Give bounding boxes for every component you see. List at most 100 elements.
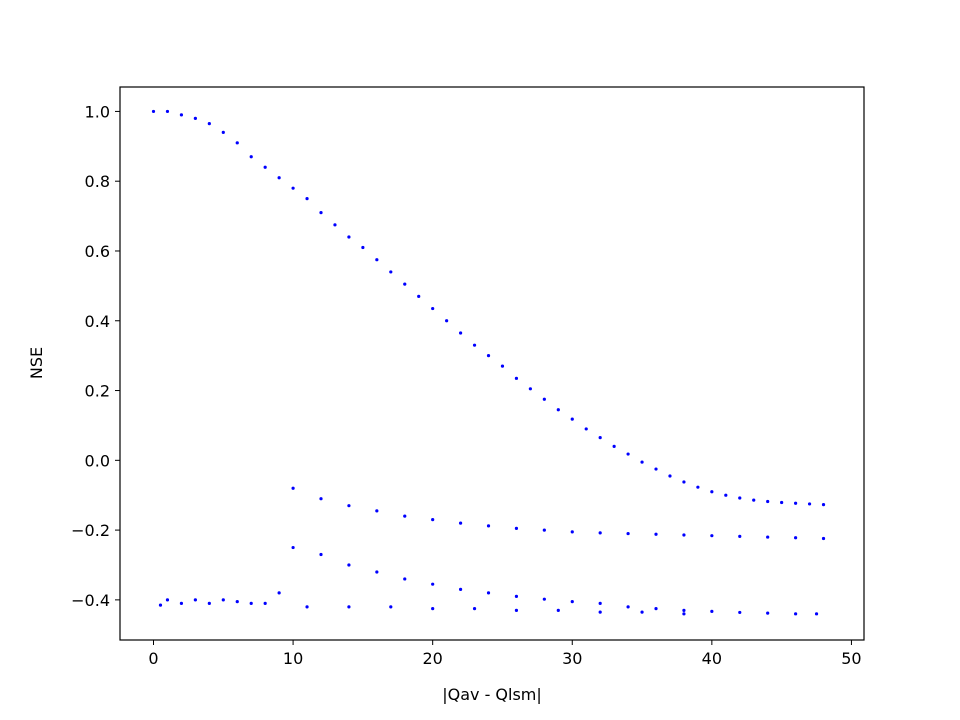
data-point <box>654 532 658 536</box>
data-point <box>403 577 407 581</box>
data-point <box>640 610 644 614</box>
data-points <box>151 109 826 616</box>
data-point <box>738 534 742 538</box>
data-point <box>431 582 435 586</box>
data-point <box>445 319 449 323</box>
x-tick-label: 50 <box>841 649 861 668</box>
y-tick-label: 1.0 <box>85 102 110 121</box>
data-point <box>738 496 742 500</box>
data-point <box>682 480 686 484</box>
data-point <box>472 343 477 347</box>
data-point <box>207 601 211 605</box>
data-point <box>682 612 686 616</box>
data-point <box>598 601 602 605</box>
data-point <box>291 486 295 490</box>
data-point <box>291 545 295 550</box>
y-tick-label: −0.2 <box>71 521 110 540</box>
data-point <box>319 211 323 215</box>
data-point <box>668 474 672 478</box>
data-point <box>458 587 463 592</box>
data-point <box>431 518 435 522</box>
data-point <box>179 113 184 117</box>
data-point <box>794 612 798 616</box>
data-point <box>598 531 602 535</box>
data-point <box>221 598 225 602</box>
data-point <box>458 331 463 335</box>
data-point <box>361 245 365 250</box>
data-point <box>158 603 163 607</box>
data-point <box>403 514 407 518</box>
data-point <box>263 165 267 169</box>
data-point <box>277 591 281 595</box>
data-point <box>305 605 309 609</box>
data-point <box>542 597 546 601</box>
data-point <box>794 501 798 505</box>
data-point <box>193 116 197 121</box>
data-point <box>319 497 323 501</box>
data-point <box>556 608 560 612</box>
data-point <box>263 601 267 605</box>
data-point <box>570 530 574 534</box>
data-point <box>626 452 630 456</box>
data-point <box>291 186 295 190</box>
data-point <box>612 444 616 448</box>
data-point <box>710 534 714 538</box>
plot-frame <box>119 86 865 641</box>
data-point <box>458 521 463 525</box>
data-point <box>780 500 784 505</box>
x-tick-label: 20 <box>422 649 442 668</box>
y-tick-label: 0.0 <box>85 451 110 470</box>
data-point <box>249 155 253 159</box>
data-point <box>710 490 714 494</box>
y-tick-label: 0.2 <box>85 382 110 401</box>
y-tick-label: 0.8 <box>85 172 110 191</box>
x-tick-label: 0 <box>148 649 158 668</box>
data-point <box>640 460 644 464</box>
data-point <box>682 533 686 537</box>
data-point <box>472 606 477 611</box>
data-point <box>347 504 351 508</box>
data-point <box>766 499 770 504</box>
data-point <box>542 397 546 401</box>
data-point <box>514 376 519 380</box>
data-point <box>486 524 491 528</box>
data-point <box>570 600 574 604</box>
data-point <box>249 601 253 605</box>
data-point <box>375 509 379 513</box>
data-point <box>347 563 351 567</box>
data-point <box>500 364 505 368</box>
data-point <box>235 600 239 604</box>
data-point <box>221 130 225 134</box>
data-point <box>542 528 546 532</box>
data-point <box>584 427 588 431</box>
data-point <box>654 467 658 471</box>
x-tick-label: 30 <box>562 649 582 668</box>
data-point <box>486 354 491 358</box>
data-point <box>514 594 519 598</box>
data-point <box>193 598 197 602</box>
data-point <box>752 498 756 502</box>
data-point <box>403 282 407 286</box>
x-axis-label: |Qav - Qlsm| <box>442 685 542 704</box>
data-point <box>347 235 351 239</box>
data-point <box>626 605 630 609</box>
data-point <box>151 109 156 114</box>
data-point <box>682 608 686 612</box>
data-point <box>179 601 184 605</box>
data-point <box>626 531 630 536</box>
data-point <box>821 536 826 541</box>
data-point <box>570 417 574 421</box>
data-point <box>431 606 435 611</box>
data-point <box>814 612 819 616</box>
x-tick-label: 10 <box>283 649 303 668</box>
y-tick-label: 0.4 <box>85 312 110 331</box>
data-point <box>417 294 421 298</box>
data-point <box>235 141 239 145</box>
data-point <box>514 526 519 530</box>
data-point <box>766 535 770 539</box>
data-point <box>319 552 323 557</box>
data-point <box>738 610 742 615</box>
x-axis-ticks: 0 10 20 30 40 50 <box>148 640 862 668</box>
